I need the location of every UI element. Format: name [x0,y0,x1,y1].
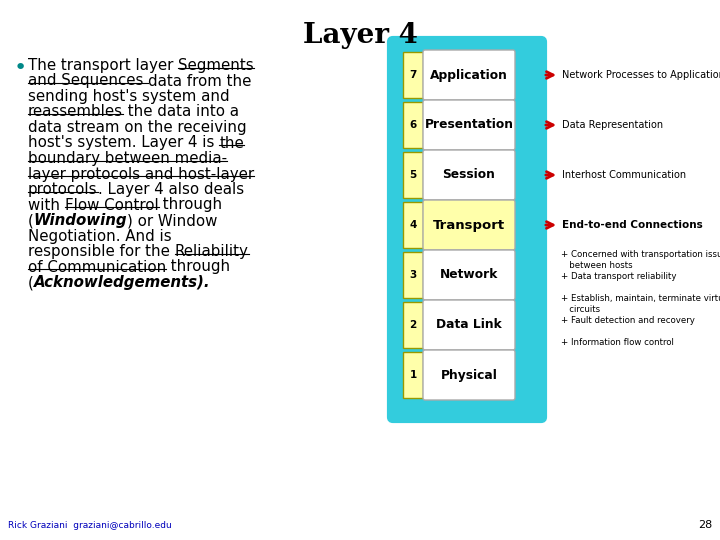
Text: 2: 2 [410,320,417,330]
Text: 5: 5 [410,170,417,180]
Text: Rick Graziani  graziani@cabrillo.edu: Rick Graziani graziani@cabrillo.edu [8,521,172,530]
Text: End-to-end Connections: End-to-end Connections [562,220,703,230]
Text: data stream on the receiving: data stream on the receiving [28,120,247,135]
Text: + Data transport reliability: + Data transport reliability [561,272,677,281]
Text: Windowing: Windowing [34,213,127,228]
Text: 1: 1 [410,370,417,380]
Text: host's system. Layer 4 is: host's system. Layer 4 is [28,136,219,151]
Text: Network Processes to Applications: Network Processes to Applications [562,70,720,80]
Text: + Fault detection and recovery: + Fault detection and recovery [561,316,695,325]
Text: •: • [14,58,27,78]
Text: with: with [28,198,65,213]
Text: (: ( [28,275,34,290]
Text: Segments: Segments [178,58,253,73]
Text: Reliability: Reliability [175,244,248,259]
FancyBboxPatch shape [403,152,423,198]
Text: Data Link: Data Link [436,319,502,332]
Text: Network: Network [440,268,498,281]
FancyBboxPatch shape [423,200,515,250]
Text: 7: 7 [409,70,417,80]
FancyBboxPatch shape [403,102,423,148]
Text: the: the [219,136,244,151]
Text: Negotiation. And is: Negotiation. And is [28,228,171,244]
Text: Flow Control: Flow Control [65,198,158,213]
FancyBboxPatch shape [423,350,515,400]
FancyBboxPatch shape [423,50,515,100]
Text: Session: Session [443,168,495,181]
Text: Acknowledgements).: Acknowledgements). [34,275,210,290]
Text: data from the: data from the [148,73,251,89]
Text: of Communication: of Communication [28,260,166,274]
Text: (: ( [28,213,34,228]
Text: 4: 4 [409,220,417,230]
Text: The transport layer: The transport layer [28,58,178,73]
Text: reassembles: reassembles [28,105,123,119]
FancyBboxPatch shape [403,52,423,98]
Text: Transport: Transport [433,219,505,232]
Text: Layer 4: Layer 4 [302,22,418,49]
Text: Data Representation: Data Representation [562,120,663,130]
Text: Interhost Communication: Interhost Communication [562,170,686,180]
FancyBboxPatch shape [403,352,423,398]
Text: responsible for the: responsible for the [28,244,175,259]
FancyBboxPatch shape [423,100,515,150]
Text: through: through [166,260,230,274]
FancyBboxPatch shape [423,300,515,350]
Text: the data into a: the data into a [123,105,239,119]
FancyBboxPatch shape [403,202,423,248]
Text: 3: 3 [410,270,417,280]
Text: + Establish, maintain, terminate virtual: + Establish, maintain, terminate virtual [561,294,720,303]
Text: Application: Application [430,69,508,82]
Text: + Concerned with transportation issues: + Concerned with transportation issues [561,250,720,259]
FancyBboxPatch shape [403,252,423,298]
Text: 28: 28 [698,520,712,530]
Text: Presentation: Presentation [425,118,513,132]
Text: ) or Window: ) or Window [127,213,217,228]
Text: Physical: Physical [441,368,498,381]
Text: 6: 6 [410,120,417,130]
FancyBboxPatch shape [389,38,545,421]
Text: between hosts: between hosts [561,261,633,270]
Text: circuits: circuits [561,305,600,314]
Text: and Sequences: and Sequences [28,73,148,89]
Text: + Information flow control: + Information flow control [561,338,674,347]
Text: . Layer 4 also deals: . Layer 4 also deals [97,182,243,197]
Text: boundary between media-: boundary between media- [28,151,227,166]
FancyBboxPatch shape [423,150,515,200]
Text: sending host's system and: sending host's system and [28,89,230,104]
FancyBboxPatch shape [403,302,423,348]
Text: through: through [158,198,222,213]
Text: layer protocols and host-layer: layer protocols and host-layer [28,166,254,181]
Text: protocols: protocols [28,182,97,197]
FancyBboxPatch shape [423,250,515,300]
